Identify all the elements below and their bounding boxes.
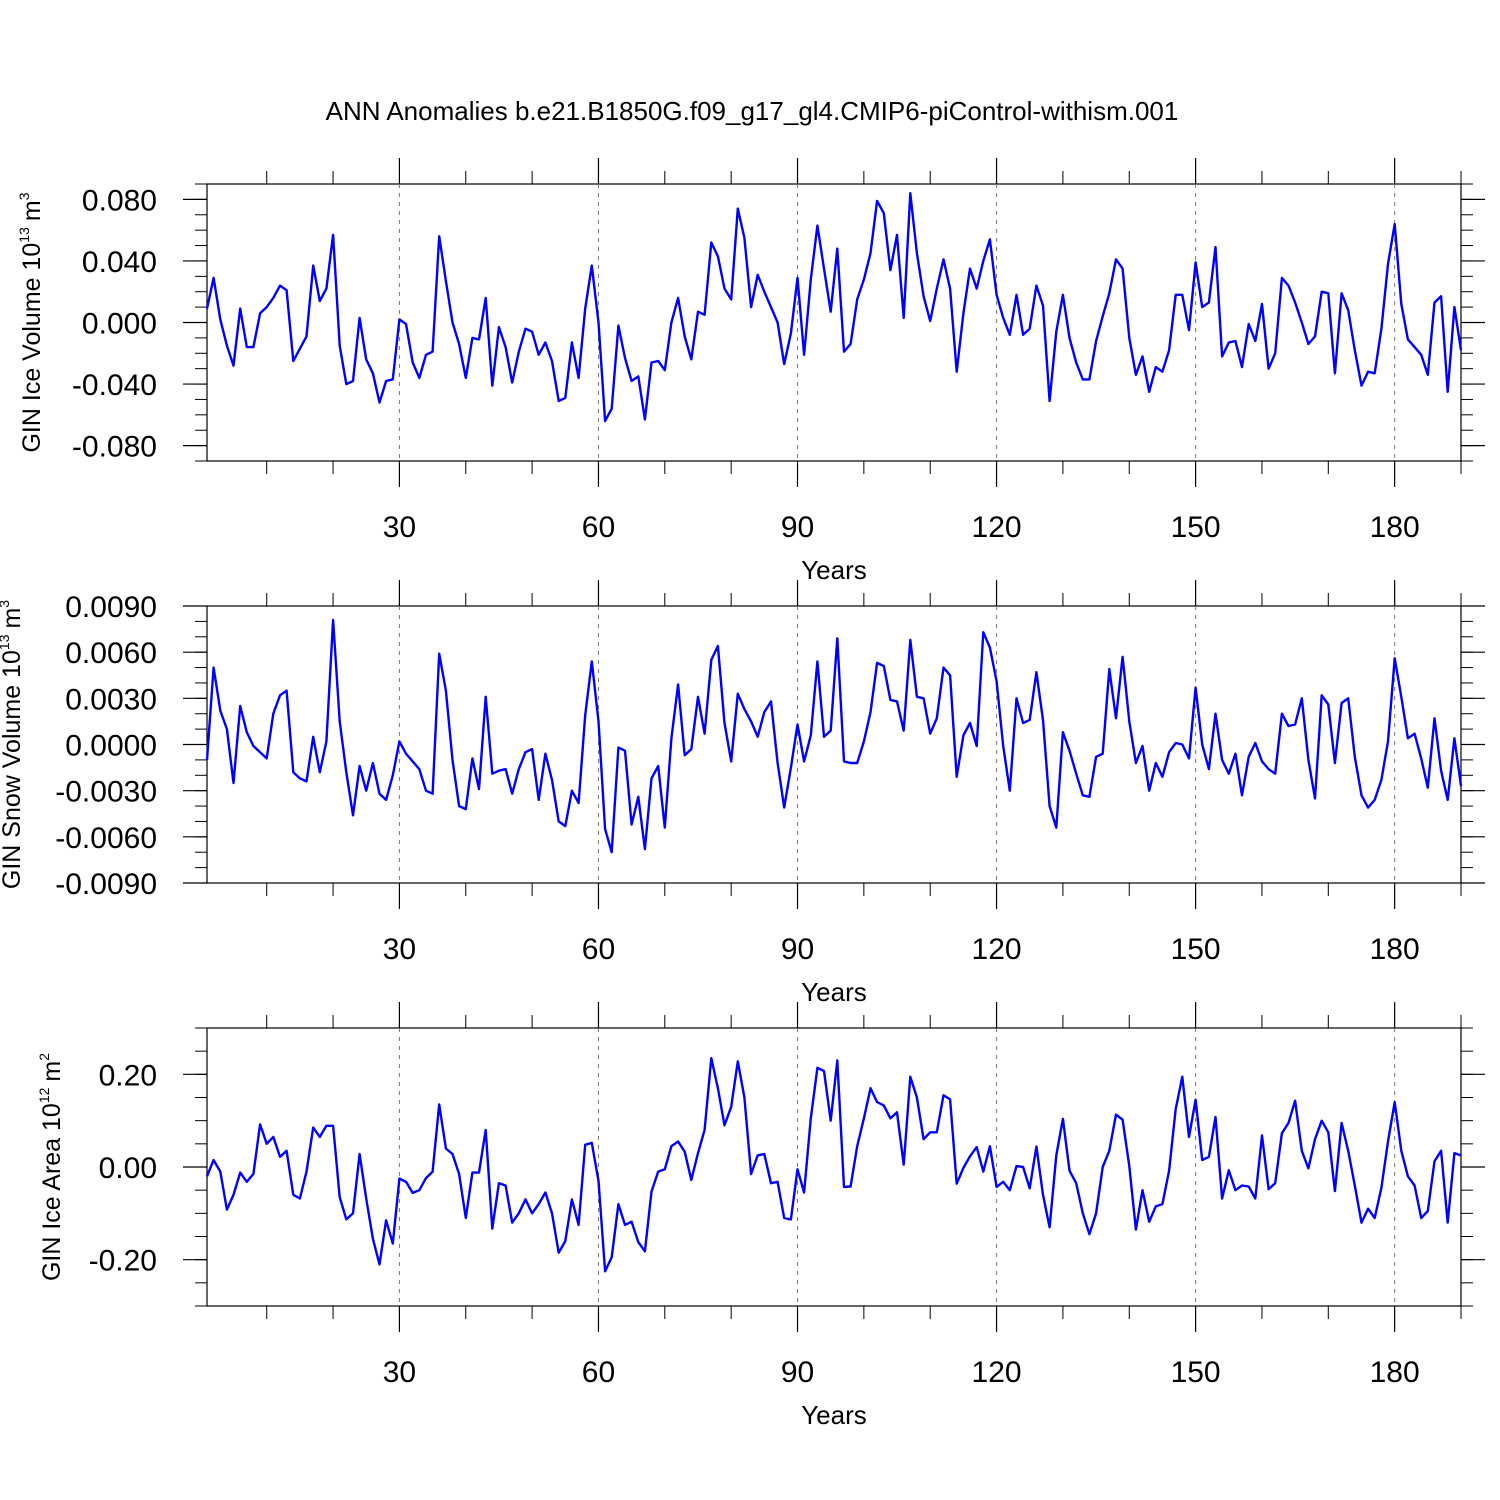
x-tick-label: 180 — [1370, 1356, 1420, 1389]
y-tick-label: 0.0030 — [65, 683, 157, 716]
y-tick-label: 0.0000 — [65, 730, 157, 763]
y-axis-title-unit-exponent: 3 — [0, 600, 12, 608]
x-tick-label: 30 — [383, 933, 416, 966]
chart-panel-1: 30 60 90 120 150 180 -0.080 -0.040 0.000 0.040 0.0… — [16, 158, 1485, 585]
chart-panels: 30 60 90 120 150 180 -0.080 -0.040 0.000 0.040 0.0… — [0, 158, 1485, 1430]
y-tick-label: -0.040 — [72, 369, 157, 402]
x-axis-title: Years — [801, 555, 867, 585]
plot-frame — [206, 605, 1462, 884]
y-tick-label: 0.20 — [99, 1059, 157, 1092]
y-axis-title-main: GIN Ice Volume 10 — [18, 243, 46, 453]
x-axis-title: Years — [801, 1400, 867, 1430]
series-line — [205, 1056, 1462, 1273]
y-axis-title: GIN Snow Volume 1013 m3 — [0, 600, 26, 889]
x-tick-label: 90 — [781, 511, 814, 544]
x-tick-label: 120 — [972, 511, 1022, 544]
y-tick-label: 0.080 — [82, 184, 157, 217]
y-axis-title-unit: m — [18, 200, 46, 221]
x-tick-label: 90 — [781, 1356, 814, 1389]
chart-panel-3: 30 60 90 120 150 180 -0.20 0.00 0.20 Years GIN Ice… — [36, 1002, 1485, 1430]
x-tick-label: 180 — [1370, 511, 1420, 544]
y-tick-label: 0.0060 — [65, 637, 157, 670]
y-tick-label: -0.20 — [89, 1245, 157, 1278]
plot-frame — [206, 1027, 1462, 1307]
figure-title: ANN Anomalies b.e21.B1850G.f09_g17_gl4.C… — [326, 96, 1179, 126]
plot-frame — [206, 183, 1462, 462]
x-tick-label: 60 — [582, 511, 615, 544]
y-axis-title-unit-exponent: 3 — [16, 192, 32, 200]
y-axis-title-main: GIN Ice Area 10 — [38, 1103, 66, 1281]
y-tick-label: 0.00 — [99, 1152, 157, 1185]
x-tick-label: 150 — [1171, 1356, 1221, 1389]
y-tick-label: 0.0090 — [65, 591, 157, 624]
y-tick-label: -0.0060 — [55, 822, 157, 855]
y-tick-label: -0.080 — [72, 431, 157, 464]
y-axis-title-unit: m — [38, 1061, 66, 1082]
y-tick-label: 0.040 — [82, 246, 157, 279]
y-axis-title: GIN Ice Volume 1013 m3 — [16, 192, 46, 452]
x-tick-label: 120 — [972, 933, 1022, 966]
x-tick-label: 60 — [582, 1356, 615, 1389]
x-tick-label: 150 — [1171, 511, 1221, 544]
x-tick-label: 150 — [1171, 933, 1221, 966]
x-tick-label: 30 — [383, 511, 416, 544]
x-tick-label: 90 — [781, 933, 814, 966]
x-tick-label: 180 — [1370, 933, 1420, 966]
y-axis-title-unit: m — [0, 608, 26, 629]
y-tick-label: -0.0030 — [55, 776, 157, 809]
y-axis-title-exponent: 13 — [16, 227, 32, 243]
x-tick-label: 120 — [972, 1356, 1022, 1389]
series-line — [205, 618, 1463, 854]
y-tick-label: -0.0090 — [55, 868, 157, 901]
x-axis-title: Years — [801, 977, 867, 1007]
y-tick-label: 0.000 — [82, 308, 157, 341]
y-axis-title-unit-exponent: 2 — [36, 1053, 52, 1061]
x-tick-label: 30 — [383, 1356, 416, 1389]
series-line — [205, 191, 1463, 423]
y-axis-title-exponent: 13 — [0, 634, 12, 650]
chart-panel-2: 30 60 90 120 150 180 -0.0090 -0.0060 -0.0030 0.00… — [0, 580, 1485, 1007]
y-axis-title: GIN Ice Area 1012 m2 — [36, 1053, 66, 1281]
y-axis-title-exponent: 12 — [36, 1087, 52, 1103]
x-tick-label: 60 — [582, 933, 615, 966]
y-axis-title-main: GIN Snow Volume 10 — [0, 650, 26, 889]
